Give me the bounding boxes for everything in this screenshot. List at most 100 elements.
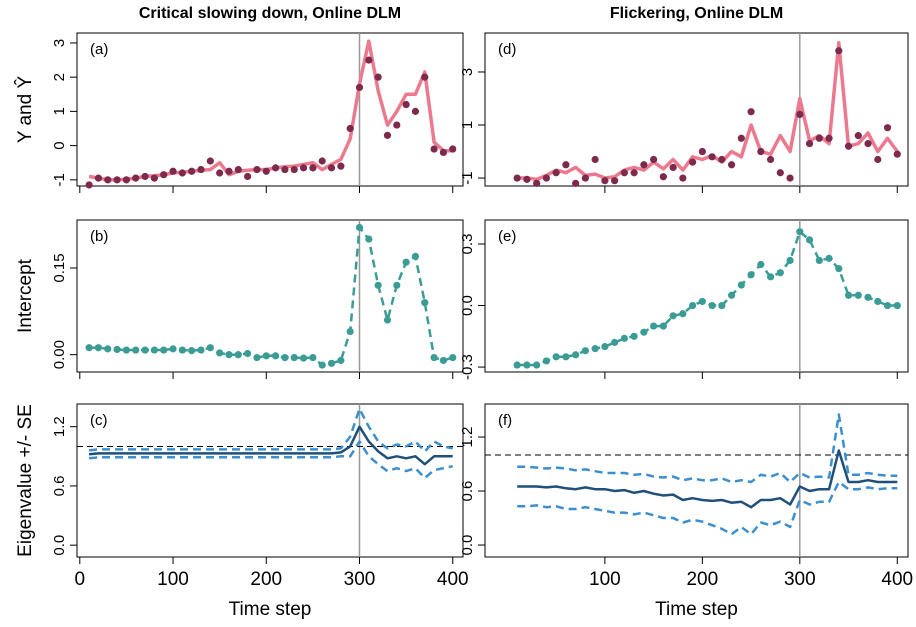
- y-tick-label: -1: [459, 171, 476, 184]
- data-point: [689, 301, 697, 310]
- data-point: [757, 147, 765, 156]
- data-point: [669, 163, 677, 172]
- y-tick-label: 2: [51, 73, 68, 81]
- plot-box: [484, 403, 909, 558]
- data-point: [874, 297, 882, 306]
- column-title: Critical slowing down, Online DLM: [139, 5, 401, 22]
- data-point: [421, 73, 429, 81]
- data-point: [552, 353, 560, 361]
- data-point: [513, 174, 521, 182]
- data-point: [253, 165, 261, 174]
- series-line: [88, 440, 453, 480]
- data-point: [346, 327, 354, 336]
- data-point: [747, 271, 755, 279]
- data-point: [234, 165, 242, 174]
- series-line: [88, 425, 453, 466]
- data-point: [883, 301, 892, 310]
- data-point: [449, 353, 457, 362]
- data-point: [113, 176, 121, 184]
- data-point: [766, 155, 775, 164]
- data-point: [562, 353, 570, 361]
- data-point: [169, 167, 177, 175]
- data-point: [197, 346, 205, 354]
- data-point: [365, 56, 373, 64]
- data-point: [542, 174, 551, 182]
- data-point: [776, 269, 784, 277]
- data-point: [591, 345, 599, 353]
- series-line: [517, 413, 898, 484]
- series-line: [517, 41, 899, 182]
- data-point: [132, 346, 140, 354]
- y-tick-label: 1: [459, 121, 476, 129]
- data-point: [708, 153, 716, 161]
- series-line: [517, 230, 898, 367]
- data-point: [776, 169, 784, 177]
- panel-label: (c): [90, 412, 108, 429]
- data-point: [439, 148, 448, 157]
- data-point: [178, 346, 186, 354]
- data-point: [533, 179, 541, 187]
- panel-label: (b): [90, 228, 108, 245]
- y-tick-label: 0.00: [51, 340, 68, 369]
- data-point: [825, 134, 833, 142]
- data-point: [883, 124, 892, 132]
- data-point: [572, 351, 580, 359]
- data-point: [290, 353, 298, 362]
- x-tick-label: 300: [344, 569, 376, 590]
- data-point: [854, 132, 862, 140]
- data-point: [132, 174, 140, 182]
- y-tick-label: 1.2: [51, 416, 68, 437]
- x-tick-label: 100: [589, 569, 621, 590]
- data-point: [262, 352, 270, 360]
- data-point: [591, 155, 599, 164]
- y-axis-label: Intercept: [15, 258, 36, 333]
- panel-label: (a): [90, 41, 108, 58]
- data-point: [737, 134, 745, 142]
- data-point: [430, 353, 438, 362]
- data-point: [513, 361, 521, 369]
- x-tick-label: 300: [784, 569, 816, 590]
- data-point: [601, 177, 609, 185]
- panel-label: (e): [498, 228, 516, 245]
- data-point: [327, 359, 336, 367]
- data-point: [421, 299, 429, 307]
- data-point: [337, 356, 345, 365]
- data-point: [815, 256, 823, 265]
- data-point: [708, 301, 716, 310]
- y-tick-label: 0.0: [459, 295, 476, 316]
- data-point: [620, 334, 628, 342]
- data-point: [659, 173, 667, 181]
- data-point: [581, 347, 589, 355]
- data-point: [844, 291, 853, 299]
- x-tick-label: 200: [686, 569, 718, 590]
- y-tick-label: -1: [51, 173, 68, 186]
- data-point: [796, 110, 804, 119]
- data-point: [225, 167, 233, 175]
- data-point: [439, 356, 448, 365]
- column-title: Flickering, Online DLM: [610, 5, 783, 22]
- data-point: [411, 252, 420, 261]
- x-axis-label: Time step: [229, 599, 312, 620]
- data-point: [290, 165, 298, 174]
- data-point: [650, 322, 658, 330]
- data-point: [630, 332, 638, 340]
- data-point: [581, 174, 589, 182]
- x-tick-label: 0: [75, 569, 86, 590]
- data-point: [262, 167, 270, 175]
- data-point: [650, 155, 658, 164]
- y-tick-label: 3: [459, 68, 476, 76]
- data-point: [737, 281, 745, 289]
- data-point: [679, 310, 687, 318]
- y-tick-label: 1: [51, 107, 68, 115]
- data-point: [796, 228, 804, 236]
- data-point: [206, 157, 214, 165]
- data-point: [572, 179, 580, 187]
- data-point: [150, 174, 158, 182]
- data-point: [141, 172, 149, 181]
- data-point: [244, 349, 252, 358]
- data-point: [188, 167, 196, 175]
- data-point: [679, 174, 687, 182]
- data-point: [206, 344, 214, 352]
- data-point: [104, 176, 112, 184]
- data-point: [327, 164, 336, 172]
